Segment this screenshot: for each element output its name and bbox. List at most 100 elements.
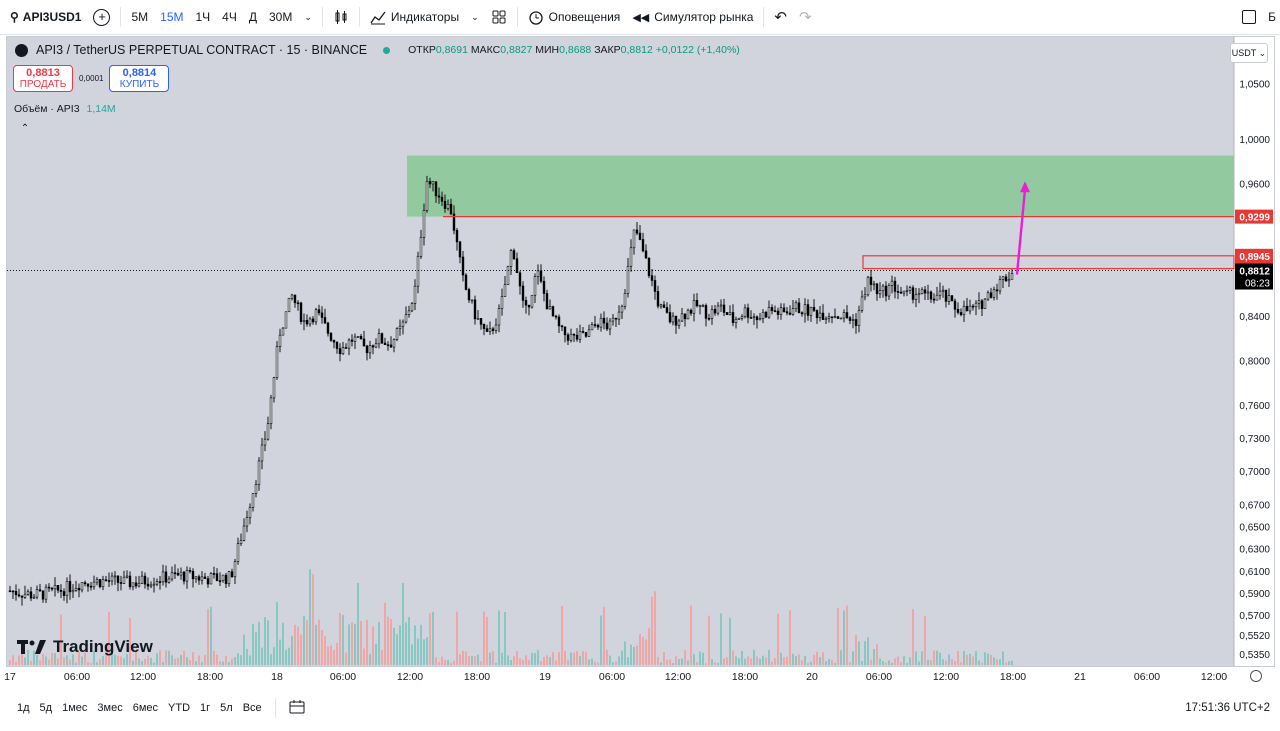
goto-date-button[interactable] (284, 699, 312, 718)
candle-body (1010, 272, 1014, 280)
candle-body (194, 576, 198, 580)
volume-bar (129, 617, 131, 665)
divider (321, 7, 323, 27)
clock[interactable]: 17:51:36 UTC+2 (1185, 702, 1270, 714)
candle-body (653, 280, 657, 292)
price-chart[interactable]: 1,0500 1,0000 0,9600 0,8400 0,8000 0,7600 0,73… (7, 37, 1274, 666)
range-3m[interactable]: 3мес (97, 702, 123, 714)
candle-body (287, 297, 291, 313)
candle-body (329, 333, 333, 341)
settings-icon[interactable] (1250, 670, 1262, 682)
volume-bar (912, 609, 914, 665)
right-panel-letter[interactable]: Б (1268, 10, 1276, 24)
volume-bar (210, 606, 212, 665)
volume-bar (333, 650, 335, 665)
volume-bar (216, 654, 218, 665)
interval-15m[interactable]: 15M (160, 10, 184, 24)
layouts-button[interactable] (485, 0, 513, 34)
volume-bar (672, 663, 674, 665)
candle-body (890, 280, 894, 286)
candle-body (629, 247, 633, 267)
volume-bar (537, 650, 539, 665)
candle-body (161, 571, 165, 583)
range-all[interactable]: Все (242, 702, 262, 714)
price-tick-label: 0,7000 (1239, 467, 1270, 478)
range-5y[interactable]: 5л (220, 702, 233, 714)
indicators-dropdown[interactable]: ⌄ (465, 0, 485, 34)
fullscreen-button[interactable] (1236, 0, 1262, 34)
volume-bar (729, 617, 731, 665)
interval-1h[interactable]: 1Ч (195, 10, 211, 24)
candles-icon (335, 10, 347, 24)
volume-bar (399, 625, 401, 665)
undo-button[interactable]: ↶ (768, 0, 793, 34)
candle-body (908, 287, 912, 291)
volume-bar (75, 662, 77, 665)
interval-4h[interactable]: 4Ч (222, 10, 237, 24)
candle-body (584, 331, 588, 337)
volume-bar (27, 649, 29, 665)
replay-button[interactable]: ◀◀ Симулятор рынка (626, 0, 759, 34)
symbol-search[interactable]: ⚲ API3USD1 (0, 0, 87, 34)
candle-body (575, 334, 579, 340)
interval-dropdown[interactable]: ⌄ (298, 0, 318, 34)
sell-button[interactable]: 0,8813 ПРОДАТЬ (13, 65, 73, 92)
volume-bar (783, 657, 785, 665)
buy-button[interactable]: 0,8814 КУПИТЬ (109, 65, 170, 92)
volume-bar (759, 658, 761, 665)
currency-button[interactable]: USDT ⌄ (1230, 43, 1268, 63)
rewind-icon: ◀◀ (632, 11, 650, 24)
time-axis[interactable]: 17 06:00 12:00 18:00 18 06:00 12:00 18:00 19 06:0… (0, 668, 1280, 688)
volume-bar (936, 650, 938, 665)
candle-body (920, 289, 924, 294)
candle-body (572, 333, 576, 336)
volume-bar (588, 659, 590, 665)
chevron-down-icon: ⌄ (304, 11, 312, 22)
range-6m[interactable]: 6мес (132, 702, 159, 714)
volume-bar (987, 653, 989, 665)
interval-30m[interactable]: 30M (268, 10, 293, 24)
volume-bar (471, 655, 473, 665)
candle-body (506, 266, 510, 286)
chart-type-button[interactable] (327, 0, 355, 34)
indicators-button[interactable]: Индикаторы (364, 0, 465, 34)
volume-bar (687, 660, 689, 665)
volume-bar (825, 661, 827, 665)
price-tick-label: 0,6100 (1239, 567, 1270, 578)
collapse-legend-button[interactable]: ⌃ (15, 121, 35, 137)
range-5d[interactable]: 5д (39, 702, 53, 714)
volume-bar (324, 636, 326, 665)
chart-pane[interactable]: 1,0500 1,0000 0,9600 0,8400 0,8000 0,7600 0,73… (6, 36, 1275, 667)
candle-body (29, 591, 33, 599)
candle-body (149, 584, 153, 587)
redo-button[interactable]: ↷ (793, 0, 818, 34)
volume-bar (225, 656, 227, 665)
volume-bar (273, 647, 275, 665)
interval-5m[interactable]: 5M (131, 10, 149, 24)
volume-bar (552, 652, 554, 665)
volume-bar (675, 656, 677, 665)
candle-body (695, 300, 699, 307)
candle-body (446, 203, 450, 209)
volume-bar (804, 655, 806, 665)
range-1d[interactable]: 1д (17, 702, 30, 714)
candle-body (923, 289, 927, 294)
add-symbol-button[interactable]: + (87, 0, 116, 34)
range-ytd[interactable]: YTD (168, 702, 191, 714)
candle-body (821, 312, 825, 320)
range-1m[interactable]: 1мес (62, 702, 88, 714)
candle-body (722, 304, 726, 313)
volume-bar (387, 616, 389, 665)
volume-bar (636, 645, 638, 665)
volume-bar (582, 651, 584, 665)
candle-body (977, 300, 981, 304)
candle-body (656, 291, 660, 307)
alerts-button[interactable]: Оповещения (522, 0, 627, 34)
candle-body (845, 312, 849, 318)
candle-body (1004, 276, 1008, 282)
volume-bar (996, 659, 998, 665)
range-1y[interactable]: 1г (200, 702, 211, 714)
candle-body (356, 336, 360, 338)
volume-bar (690, 605, 692, 665)
interval-1d[interactable]: Д (248, 10, 257, 24)
